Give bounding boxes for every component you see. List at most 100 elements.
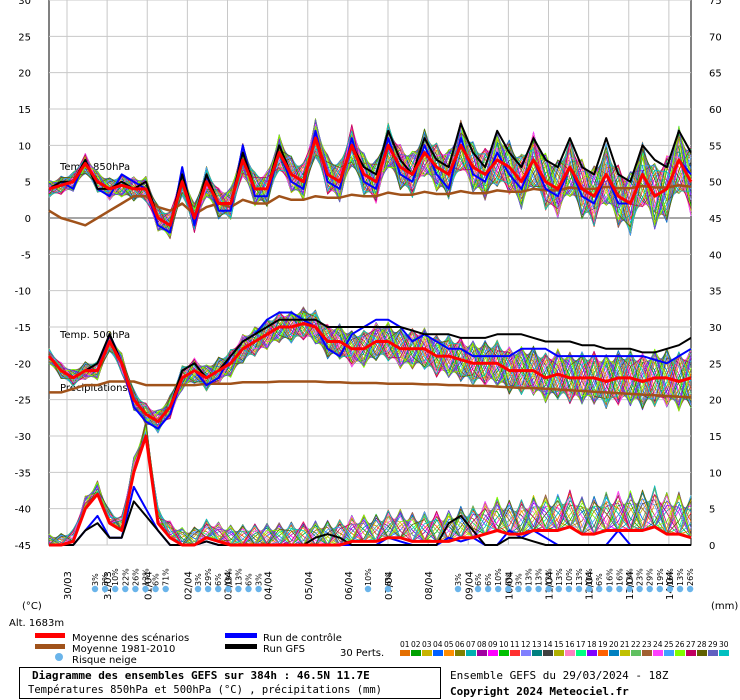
legend-pert-number: 02 bbox=[411, 640, 421, 649]
snow-risk-label: 10% bbox=[585, 568, 594, 586]
right-tick-label: 10 bbox=[709, 468, 722, 479]
legend-pert-number: 25 bbox=[664, 640, 674, 649]
member-line-t850 bbox=[48, 128, 692, 233]
left-tick-label: -45 bbox=[15, 541, 31, 552]
right-tick-label: 60 bbox=[709, 105, 722, 116]
legend-pert-number: 06 bbox=[455, 640, 465, 649]
snow-risk-label: 16% bbox=[666, 568, 675, 586]
legend-pert-swatch bbox=[466, 650, 476, 656]
snow-risk-label: 26% bbox=[686, 568, 695, 586]
snow-risk-label: 16% bbox=[615, 568, 624, 586]
snow-risk-label: 13% bbox=[525, 568, 534, 586]
legend-pert-swatch bbox=[697, 650, 707, 656]
run-info: Ensemble GEFS du 29/03/2024 - 18Z bbox=[450, 669, 669, 682]
snow-icon bbox=[122, 585, 129, 593]
legend-pert-number: 11 bbox=[510, 640, 520, 649]
snow-risk-label: 16% bbox=[605, 568, 614, 586]
legend-pert-number: 13 bbox=[532, 640, 542, 649]
chart-title: Diagramme des ensembles GEFS sur 384h : … bbox=[32, 669, 370, 682]
x-tick-label: 03/04 bbox=[224, 571, 235, 600]
snow-risk-label: 29% bbox=[646, 568, 655, 586]
snow-icon bbox=[596, 585, 603, 593]
legend-pert-swatch bbox=[576, 650, 586, 656]
snow-icon bbox=[575, 585, 583, 593]
snow-icon bbox=[676, 585, 684, 593]
right-tick-label: 55 bbox=[709, 141, 722, 152]
snow-risk-label: 19% bbox=[656, 568, 665, 586]
x-tick-label: 31/03 bbox=[103, 571, 114, 600]
snow-icon bbox=[235, 585, 242, 593]
title-box: Diagramme des ensembles GEFS sur 384h : … bbox=[19, 667, 441, 699]
snow-icon bbox=[646, 585, 653, 593]
legend-pert-swatch bbox=[411, 650, 421, 656]
snow-icon bbox=[484, 585, 492, 593]
snow-icon bbox=[142, 585, 149, 593]
snow-risk-label: 26% bbox=[131, 568, 140, 586]
x-tick-label: 05/04 bbox=[304, 571, 315, 600]
copyright: Copyright 2024 Meteociel.fr bbox=[450, 685, 629, 698]
snow-icon bbox=[245, 585, 252, 593]
snow-icon bbox=[55, 653, 63, 661]
legend-pert-swatch bbox=[686, 650, 696, 656]
legend-pert-number: 08 bbox=[477, 640, 487, 649]
right-unit: (mm) bbox=[711, 601, 738, 612]
legend-pert-swatch bbox=[708, 650, 718, 656]
snow-risk-label: 13% bbox=[676, 568, 685, 586]
x-tick-label: 04/04 bbox=[264, 571, 275, 600]
legend-pert-number: 24 bbox=[653, 640, 663, 649]
legend-control-swatch bbox=[225, 633, 257, 638]
snow-risk-label: 13% bbox=[535, 568, 544, 586]
legend-mean-label: Moyenne des scénarios bbox=[72, 632, 189, 644]
legend-pert-swatch bbox=[620, 650, 630, 656]
x-tick-label: 10/04 bbox=[504, 571, 515, 600]
right-tick-label: 15 bbox=[709, 432, 722, 443]
snow-icon bbox=[364, 585, 372, 593]
right-tick-label: 25 bbox=[709, 359, 722, 370]
legend-gfs-swatch bbox=[225, 644, 257, 649]
control-line-t500 bbox=[48, 311, 692, 430]
snow-icon bbox=[616, 585, 623, 593]
snow-icon bbox=[626, 585, 633, 593]
snow-icon bbox=[152, 585, 159, 593]
legend-pert-number: 09 bbox=[488, 640, 498, 649]
x-tick-label: 09/04 bbox=[464, 571, 475, 600]
snow-icon bbox=[474, 585, 482, 593]
legend-pert-swatch bbox=[422, 650, 432, 656]
x-tick-label: 14/04 bbox=[665, 571, 676, 600]
panel-label-t500: Temp. 500hPa bbox=[59, 330, 130, 341]
snow-risk-label: 13% bbox=[555, 568, 564, 586]
snow-icon bbox=[384, 585, 392, 593]
snow-icon bbox=[525, 585, 532, 593]
x-tick-label: 08/04 bbox=[424, 571, 435, 600]
right-tick-label: 40 bbox=[709, 250, 722, 261]
snow-risk-label: 6% bbox=[214, 573, 223, 586]
legend-perts-label: 30 Perts. bbox=[340, 648, 384, 659]
snow-risk-label: 3% bbox=[194, 573, 203, 586]
legend-clim-swatch bbox=[35, 644, 65, 649]
snow-risk-label: 3% bbox=[514, 573, 523, 586]
snow-risk-label: 13% bbox=[545, 568, 554, 586]
legend-pert-number: 28 bbox=[697, 640, 707, 649]
right-tick-label: 45 bbox=[709, 214, 722, 225]
panel-label-precip: Précipitations bbox=[60, 382, 128, 394]
left-tick-label: 25 bbox=[18, 32, 31, 43]
snow-risk-label: 10% bbox=[364, 568, 373, 586]
snow-icon bbox=[101, 585, 109, 593]
legend-pert-number: 04 bbox=[433, 640, 443, 649]
x-tick-label: 12/04 bbox=[585, 571, 596, 600]
altitude-label: Alt. 1683m bbox=[9, 618, 64, 629]
snow-icon bbox=[194, 585, 202, 593]
snow-icon bbox=[535, 585, 542, 593]
legend-pert-swatch bbox=[587, 650, 597, 656]
snow-risk-label: 10% bbox=[111, 568, 120, 586]
right-tick-label: 65 bbox=[709, 69, 722, 80]
right-tick-label: 30 bbox=[709, 323, 722, 334]
member-line-t500 bbox=[48, 311, 692, 428]
legend-control-label: Run de contrôle bbox=[263, 632, 342, 644]
snow-icon bbox=[204, 585, 212, 593]
legend-pert-number: 10 bbox=[499, 640, 509, 649]
left-tick-label: 5 bbox=[25, 178, 31, 189]
legend-pert-number: 03 bbox=[422, 640, 432, 649]
snow-risk-label: 71% bbox=[162, 568, 171, 586]
